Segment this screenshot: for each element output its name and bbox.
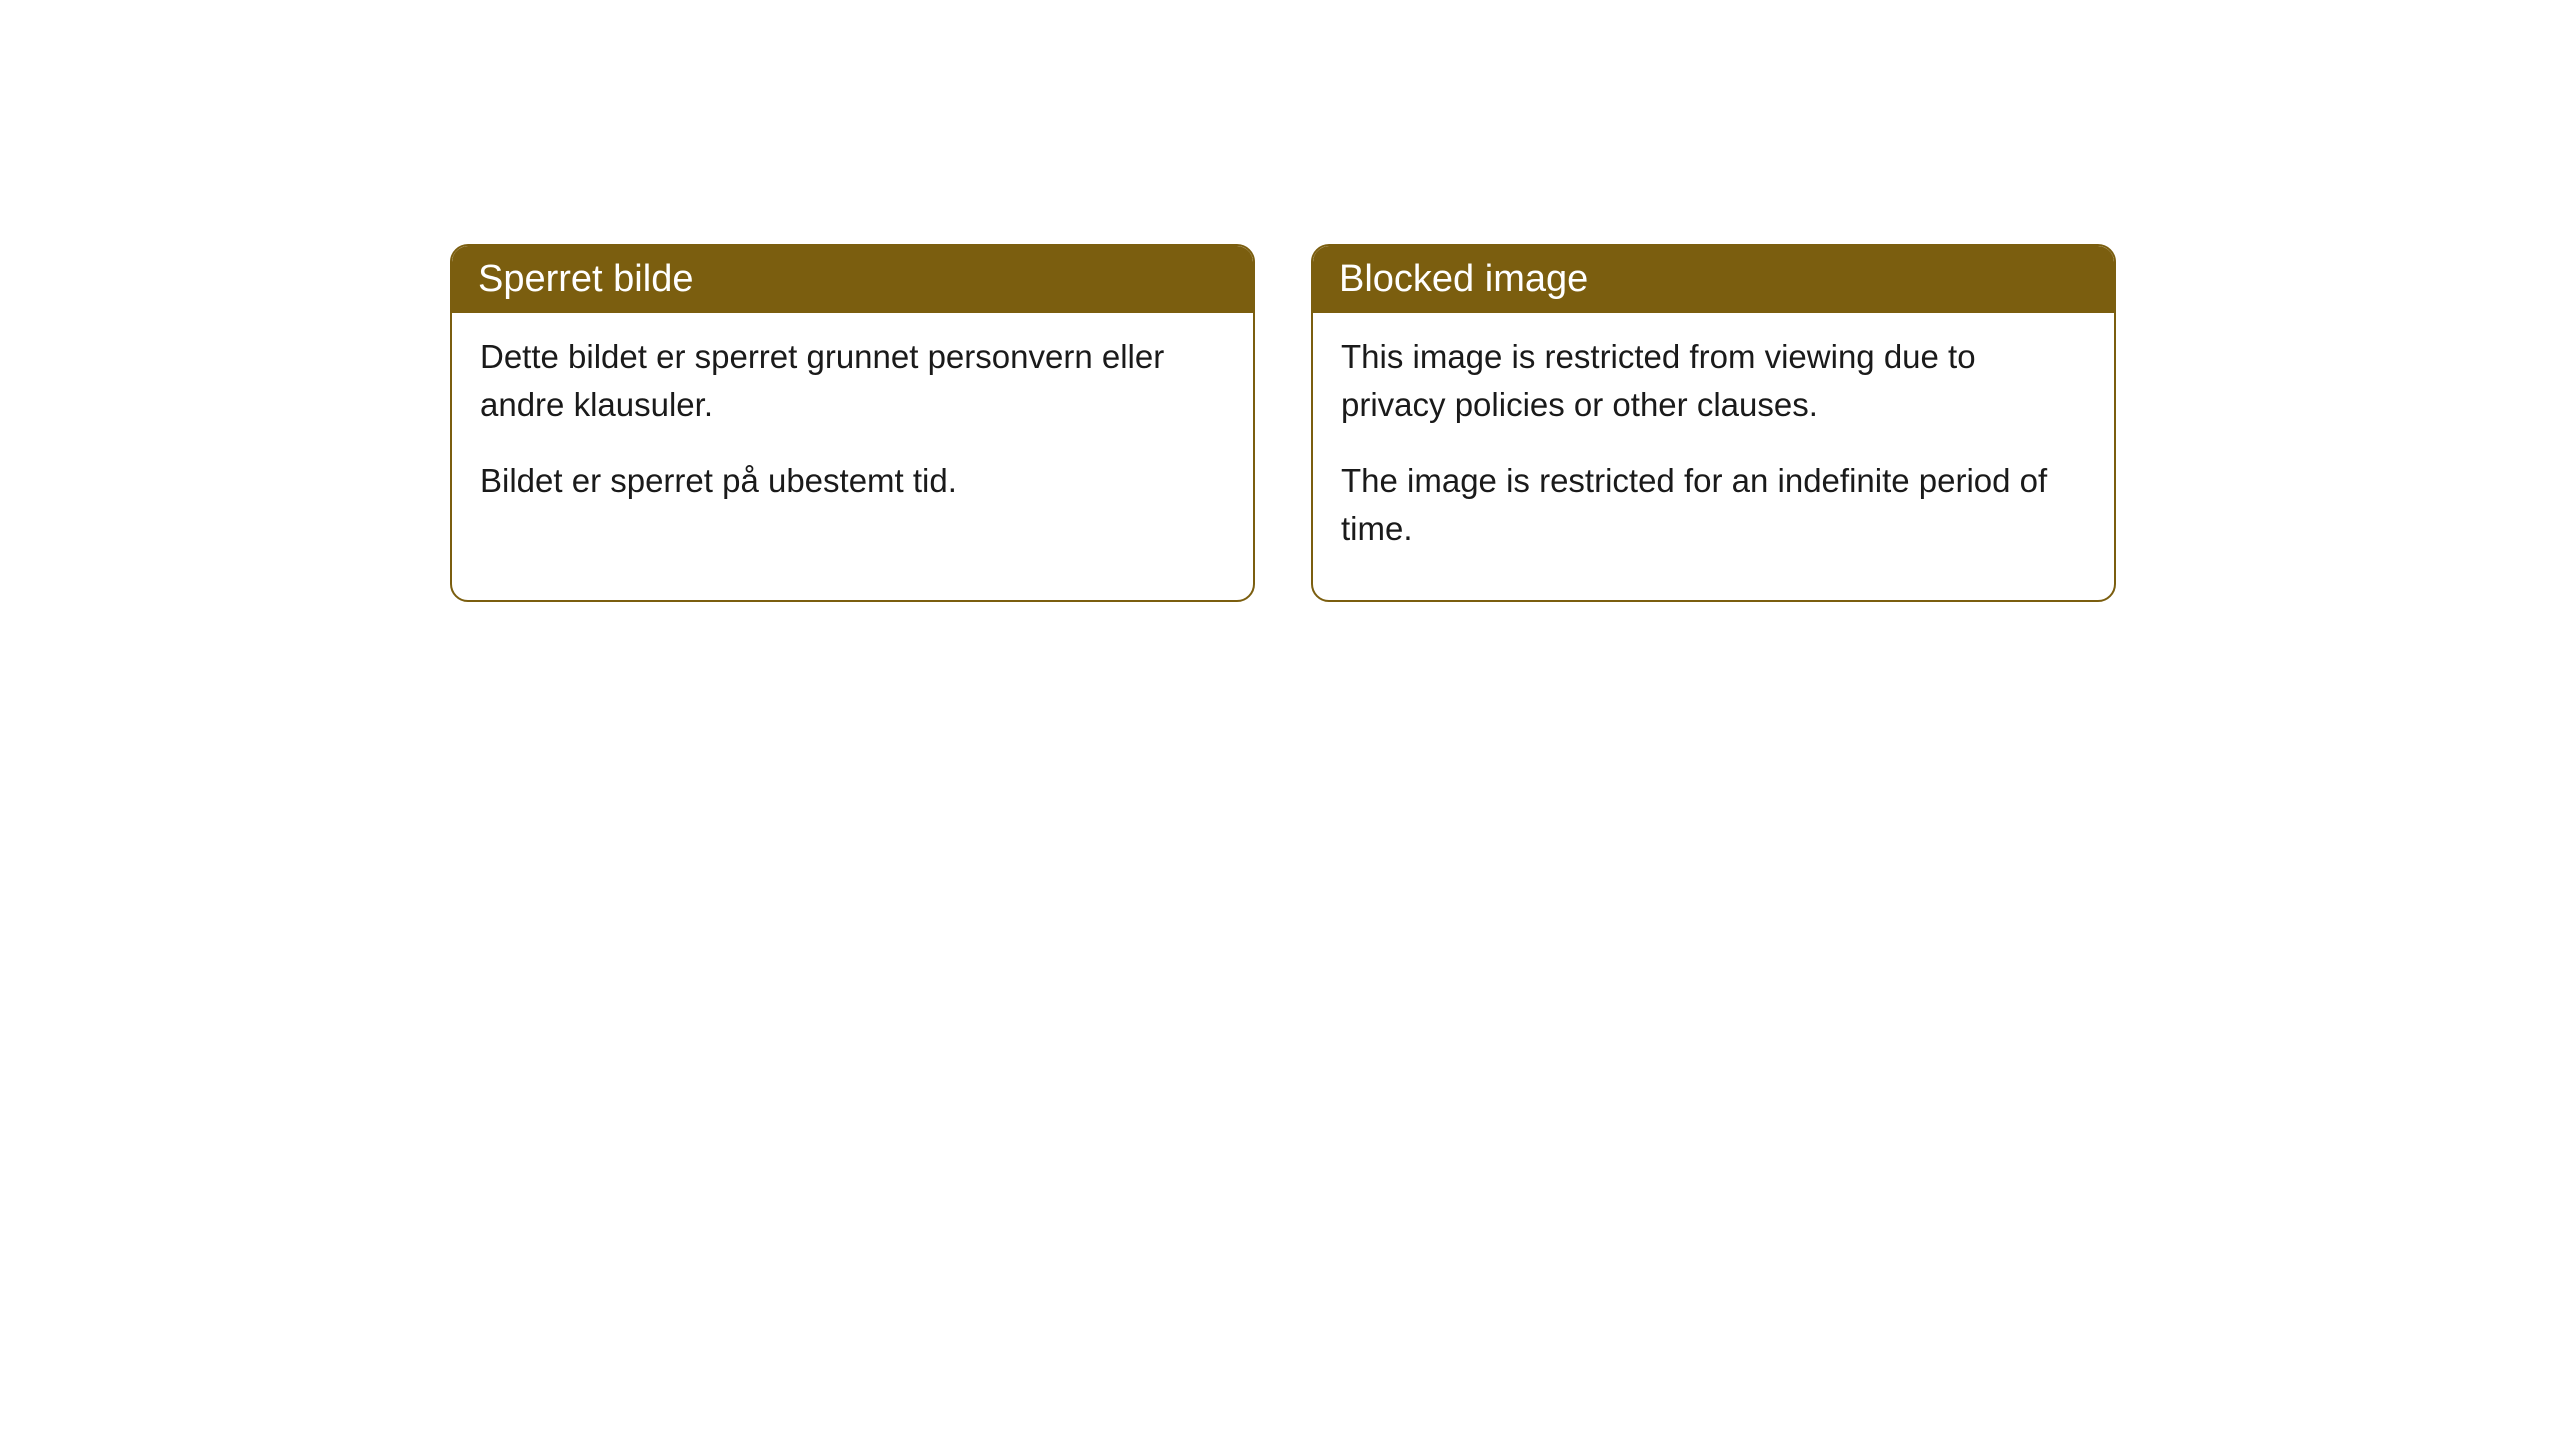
notice-cards-container: Sperret bilde Dette bildet er sperret gr… [450,244,2116,602]
card-body-no: Dette bildet er sperret grunnet personve… [452,313,1253,553]
card-header-en: Blocked image [1313,246,2114,313]
card-title-en: Blocked image [1339,258,1588,300]
blocked-image-card-no: Sperret bilde Dette bildet er sperret gr… [450,244,1255,602]
card-body-en: This image is restricted from viewing du… [1313,313,2114,600]
card-paragraph-no-1: Dette bildet er sperret grunnet personve… [480,333,1225,429]
blocked-image-card-en: Blocked image This image is restricted f… [1311,244,2116,602]
card-paragraph-en-2: The image is restricted for an indefinit… [1341,457,2086,553]
card-title-no: Sperret bilde [478,258,693,300]
card-paragraph-en-1: This image is restricted from viewing du… [1341,333,2086,429]
card-header-no: Sperret bilde [452,246,1253,313]
card-paragraph-no-2: Bildet er sperret på ubestemt tid. [480,457,1225,505]
